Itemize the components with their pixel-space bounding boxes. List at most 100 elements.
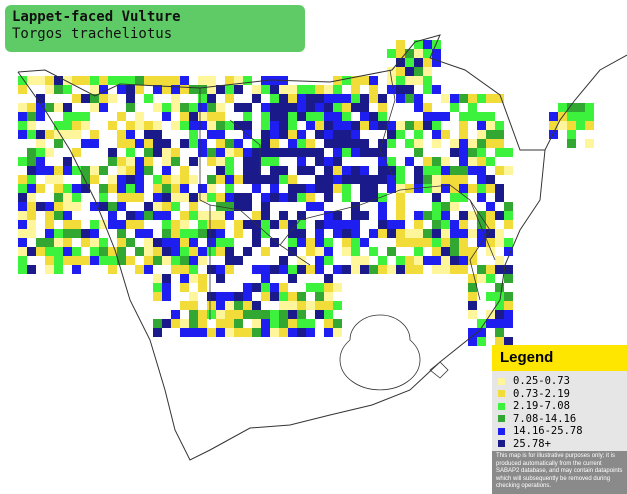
atlas-cell bbox=[315, 283, 324, 292]
atlas-cell bbox=[567, 103, 576, 112]
atlas-cell bbox=[369, 265, 378, 274]
atlas-cell bbox=[468, 247, 477, 256]
atlas-cell bbox=[270, 166, 279, 175]
atlas-cell bbox=[54, 175, 63, 184]
atlas-cell bbox=[27, 184, 36, 193]
atlas-cell bbox=[126, 148, 135, 157]
atlas-cell bbox=[117, 166, 126, 175]
atlas-cell bbox=[216, 220, 225, 229]
atlas-cell bbox=[153, 292, 162, 301]
atlas-cell bbox=[207, 94, 216, 103]
atlas-cell bbox=[144, 202, 153, 211]
atlas-cell bbox=[99, 256, 108, 265]
atlas-cell bbox=[18, 121, 27, 130]
atlas-cell bbox=[270, 94, 279, 103]
atlas-cell bbox=[459, 175, 468, 184]
atlas-cell bbox=[153, 193, 162, 202]
atlas-cell bbox=[495, 139, 504, 148]
atlas-cell bbox=[261, 193, 270, 202]
atlas-cell bbox=[423, 76, 432, 85]
atlas-cell bbox=[189, 85, 198, 94]
atlas-cell bbox=[315, 301, 324, 310]
atlas-cell bbox=[333, 94, 342, 103]
atlas-cell bbox=[234, 319, 243, 328]
atlas-cell bbox=[216, 175, 225, 184]
atlas-cell bbox=[261, 175, 270, 184]
atlas-cell bbox=[495, 166, 504, 175]
atlas-cell bbox=[306, 139, 315, 148]
atlas-cell bbox=[108, 247, 117, 256]
atlas-cell bbox=[54, 265, 63, 274]
atlas-cell bbox=[495, 148, 504, 157]
atlas-cell bbox=[414, 247, 423, 256]
atlas-cell bbox=[171, 148, 180, 157]
atlas-cell bbox=[396, 202, 405, 211]
atlas-cell bbox=[207, 148, 216, 157]
atlas-cell bbox=[459, 238, 468, 247]
atlas-cell bbox=[495, 94, 504, 103]
atlas-cell bbox=[225, 157, 234, 166]
atlas-cell bbox=[279, 211, 288, 220]
atlas-cell bbox=[432, 175, 441, 184]
atlas-cell bbox=[207, 130, 216, 139]
atlas-cell bbox=[72, 148, 81, 157]
atlas-cell bbox=[198, 283, 207, 292]
atlas-cell bbox=[333, 166, 342, 175]
atlas-cell bbox=[252, 175, 261, 184]
atlas-cell bbox=[333, 301, 342, 310]
atlas-cell bbox=[477, 148, 486, 157]
atlas-cell bbox=[234, 301, 243, 310]
atlas-cell bbox=[144, 265, 153, 274]
atlas-cell bbox=[288, 112, 297, 121]
atlas-cell bbox=[243, 202, 252, 211]
atlas-cell bbox=[459, 229, 468, 238]
atlas-cell bbox=[432, 40, 441, 49]
atlas-cell bbox=[387, 49, 396, 58]
atlas-cell bbox=[243, 283, 252, 292]
atlas-cell bbox=[153, 247, 162, 256]
atlas-cell bbox=[387, 166, 396, 175]
atlas-cell bbox=[243, 157, 252, 166]
atlas-cell bbox=[288, 292, 297, 301]
atlas-cell bbox=[216, 157, 225, 166]
atlas-cell bbox=[504, 211, 513, 220]
atlas-cell bbox=[261, 121, 270, 130]
atlas-cell bbox=[288, 265, 297, 274]
atlas-cell bbox=[216, 319, 225, 328]
atlas-cell bbox=[135, 139, 144, 148]
atlas-cell bbox=[558, 121, 567, 130]
atlas-cell bbox=[468, 157, 477, 166]
atlas-cell bbox=[27, 112, 36, 121]
atlas-cell bbox=[63, 157, 72, 166]
atlas-cell bbox=[378, 112, 387, 121]
atlas-cell bbox=[288, 121, 297, 130]
atlas-cell bbox=[261, 265, 270, 274]
atlas-cell bbox=[27, 121, 36, 130]
atlas-cell bbox=[126, 130, 135, 139]
atlas-cell bbox=[405, 94, 414, 103]
atlas-cell bbox=[477, 130, 486, 139]
atlas-cell bbox=[342, 166, 351, 175]
atlas-cell bbox=[162, 157, 171, 166]
atlas-cell bbox=[495, 130, 504, 139]
atlas-cell bbox=[126, 211, 135, 220]
atlas-cell bbox=[306, 202, 315, 211]
atlas-cell bbox=[360, 112, 369, 121]
atlas-cell bbox=[486, 184, 495, 193]
atlas-cell bbox=[387, 121, 396, 130]
atlas-cell bbox=[216, 301, 225, 310]
atlas-cell bbox=[324, 121, 333, 130]
atlas-cell bbox=[405, 49, 414, 58]
atlas-cell bbox=[486, 130, 495, 139]
borders bbox=[199, 69, 496, 391]
atlas-cell bbox=[441, 238, 450, 247]
atlas-cell bbox=[180, 328, 189, 337]
atlas-cell bbox=[36, 157, 45, 166]
atlas-cell bbox=[450, 229, 459, 238]
atlas-cell bbox=[18, 76, 27, 85]
atlas-cell bbox=[126, 166, 135, 175]
atlas-cell bbox=[288, 301, 297, 310]
atlas-cell bbox=[387, 85, 396, 94]
atlas-cell bbox=[225, 310, 234, 319]
atlas-cell bbox=[441, 184, 450, 193]
